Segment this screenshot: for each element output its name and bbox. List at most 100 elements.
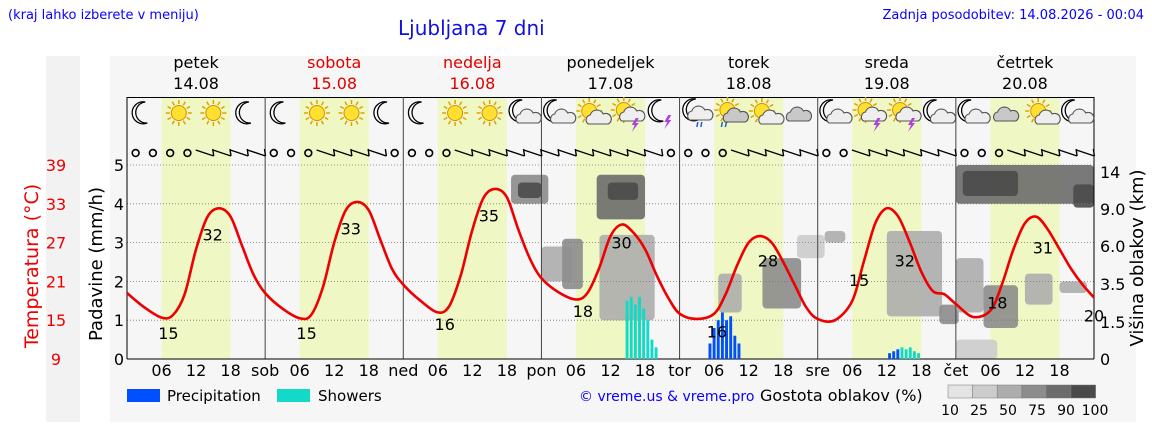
- moon-cloud-icon: [957, 99, 991, 124]
- sun-shape: [303, 100, 330, 126]
- wind-barb-icon: [575, 148, 595, 157]
- cloud-cover-patch: [562, 238, 583, 290]
- hour-tick-label: 12: [877, 361, 897, 380]
- wind-barb-shaft: [540, 149, 560, 157]
- temperature-value-label: 32: [895, 252, 915, 271]
- wind-barb-icon: [938, 148, 957, 157]
- hour-tick-label: 12: [324, 361, 344, 380]
- sun-ray: [358, 116, 364, 121]
- credit-link[interactable]: © vreme.us & vreme.pro: [579, 389, 754, 405]
- wind-barb-flag: [660, 148, 664, 157]
- precipitation-bars: [625, 296, 921, 359]
- wind-barb-icon: [592, 148, 612, 157]
- sun-ray: [577, 114, 582, 119]
- wind-barb-shaft: [782, 149, 802, 157]
- sun-ray: [769, 103, 774, 108]
- sun-ray: [596, 103, 601, 108]
- calm-wind-icon: [839, 148, 848, 158]
- raindrop-shape: [700, 121, 703, 128]
- wind-barb-flag: [505, 148, 508, 157]
- sun-ray: [482, 120, 486, 125]
- moon-cloud-icon: [1060, 99, 1095, 124]
- hour-tick-label: 06: [289, 361, 309, 380]
- showers-bar: [625, 300, 629, 359]
- temperature-value-label: 15: [158, 324, 178, 343]
- precipitation-tick-label: 5: [114, 156, 124, 175]
- calm-wind-icon: [424, 148, 434, 158]
- wind-barb-shaft: [938, 149, 957, 157]
- cloud-height-tick-label: 6.0: [1100, 237, 1125, 256]
- temperature-axis-title: Temperatura (°C): [21, 184, 43, 349]
- hour-tick-label: 06: [980, 361, 1000, 380]
- icon-strip-top-border: [127, 97, 1094, 98]
- day-name: torek: [728, 53, 770, 72]
- sun-ray: [869, 98, 873, 103]
- sun-ray: [593, 99, 597, 104]
- sun-ray: [765, 99, 770, 104]
- temperature-value-label: 31: [1033, 239, 1053, 258]
- wind-barb-shaft: [316, 149, 335, 157]
- sun-disc: [205, 105, 222, 121]
- density-scale-label: 90: [1057, 403, 1075, 419]
- day-date: 14.08: [173, 74, 219, 93]
- wind-barb-shaft: [765, 149, 784, 157]
- wind-barb-icon: [799, 148, 819, 157]
- calm-wind-icon: [148, 148, 158, 158]
- sun-icon: [165, 100, 192, 126]
- showers-legend-label: Showers: [318, 387, 382, 405]
- temperature-tick-label: 39: [46, 156, 66, 175]
- wind-barb-icon: [851, 148, 871, 157]
- moon-cloud-icon: [922, 99, 957, 124]
- sun-ray: [750, 114, 755, 119]
- wind-barb-shaft: [1007, 149, 1026, 157]
- wind-barb-flag: [1092, 148, 1096, 157]
- sun-icon: [338, 100, 365, 126]
- day-date: 16.08: [449, 74, 495, 93]
- wind-barb-shaft: [230, 149, 249, 157]
- wind-barb-shaft: [523, 149, 543, 157]
- calm-wind-icon: [269, 148, 278, 158]
- sun-cloud-icon: [748, 98, 785, 125]
- moon-shape: [373, 101, 390, 125]
- wind-barb-flag: [471, 148, 474, 157]
- cloud-cover-patch: [718, 273, 742, 313]
- sun-ray: [462, 116, 467, 121]
- cloud-cover-patch: [517, 182, 542, 198]
- temperature-layer: 15 32 15 33 16 35 18 30 16 28 15 32 18 31 20: [126, 187, 1104, 343]
- temperature-tick-label: 21: [46, 272, 66, 291]
- cloud-cover-patch: [1024, 273, 1053, 305]
- cloud-shape: [1068, 108, 1095, 124]
- density-scale-label: 75: [1028, 403, 1046, 419]
- hour-tick-label: 18: [220, 361, 240, 380]
- sun-ray: [1031, 99, 1035, 104]
- wind-barb-icon: [316, 148, 336, 157]
- hour-tick-label: 06: [428, 361, 448, 380]
- wind-barb-shaft: [489, 149, 508, 157]
- wind-barb-flag: [212, 148, 215, 157]
- day-abbreviation: čet: [943, 361, 968, 380]
- calm-wind-icon: [977, 148, 986, 158]
- wind-barb-flag: [488, 148, 491, 157]
- sun-ray: [344, 120, 348, 125]
- sun-ray: [858, 98, 862, 103]
- sun-ray: [206, 101, 210, 106]
- moon-shape: [235, 101, 252, 125]
- sun-icon: [476, 100, 503, 126]
- cloud-icon: [785, 106, 813, 122]
- sun-disc: [343, 105, 360, 121]
- cloud-shape: [758, 109, 785, 125]
- wind-barb-flag: [384, 148, 388, 157]
- sun-disc: [308, 105, 325, 121]
- temperature-value-label: 16: [435, 315, 455, 334]
- sun-ray: [358, 105, 364, 110]
- sun-ray: [171, 101, 175, 106]
- temperature-value-label: 18: [573, 302, 593, 321]
- sun-ray: [497, 116, 502, 121]
- hour-tick-label: 18: [773, 361, 793, 380]
- temperature-value-label: 18: [987, 294, 1007, 313]
- sun-ray: [309, 101, 314, 106]
- sun-ray: [201, 116, 206, 121]
- sun-ray: [720, 98, 724, 103]
- wind-barb-icon: [195, 148, 215, 157]
